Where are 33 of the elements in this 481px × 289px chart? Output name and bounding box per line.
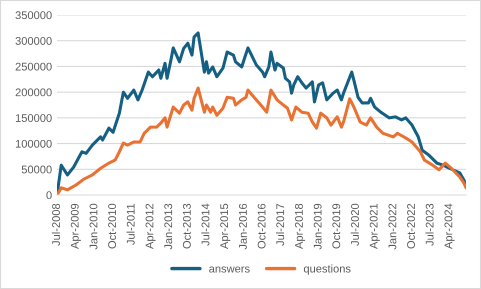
y-tick-label: 100000 xyxy=(16,140,52,148)
y-tick-label: 0 xyxy=(46,191,52,200)
legend-label: questions xyxy=(304,264,351,275)
x-tick-label: Oct-2016 xyxy=(258,204,266,249)
x-tick-label: Apr-2015 xyxy=(220,204,230,250)
x-tick-label: Jan-2010 xyxy=(90,204,98,250)
x-tick-label: Oct-2013 xyxy=(182,204,191,249)
y-tick-label: 150000 xyxy=(16,114,52,122)
x-tick-label: Jul-2008 xyxy=(52,204,60,246)
y-tick-label: 300000 xyxy=(15,36,52,45)
y-tick-label: 250000 xyxy=(16,62,52,71)
x-tick-label: Apr-2024 xyxy=(444,204,455,250)
y-tick-label: 50000 xyxy=(22,166,52,174)
x-tick-label: Apr-2009 xyxy=(70,204,81,250)
x-tick-label: Oct-2010 xyxy=(108,204,116,249)
x-tick-label: Jul-2023 xyxy=(425,204,434,246)
x-tick-label: Jul-2020 xyxy=(350,204,359,246)
x-tick-label: Jan-2019 xyxy=(314,204,322,250)
y-tick-label: 350000 xyxy=(15,11,52,20)
x-tick-label: Apr-2018 xyxy=(294,204,306,250)
x-tick-label: Jul-2017 xyxy=(276,204,284,246)
x-tick-label: Oct-2019 xyxy=(332,204,340,249)
legend-label: answers xyxy=(209,266,250,273)
x-tick-label: Jul-2011 xyxy=(126,204,135,245)
x-tick-label: Jul-2014 xyxy=(201,204,210,246)
x-tick-label: Oct-2022 xyxy=(407,204,415,249)
x-tick-label: Jan-2013 xyxy=(164,204,172,250)
x-tick-label: Apr-2021 xyxy=(370,204,380,250)
y-tick-label: 200000 xyxy=(16,88,52,96)
x-tick-label: Apr-2012 xyxy=(146,204,156,250)
x-tick-label: Jan-2022 xyxy=(388,204,396,250)
line-series xyxy=(57,86,466,195)
x-tick-label: Jan-2016 xyxy=(238,204,247,250)
